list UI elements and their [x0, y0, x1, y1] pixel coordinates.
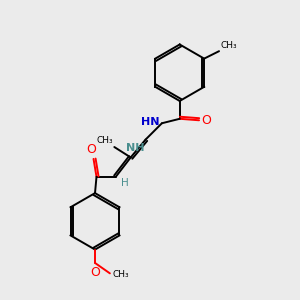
Text: H: H: [121, 178, 129, 188]
Text: O: O: [201, 114, 211, 127]
Text: O: O: [90, 266, 100, 279]
Text: CH₃: CH₃: [220, 41, 237, 50]
Text: CH₃: CH₃: [96, 136, 113, 145]
Text: CH₃: CH₃: [112, 270, 129, 279]
Text: NH: NH: [126, 142, 144, 153]
Text: O: O: [86, 143, 96, 156]
Text: HN: HN: [141, 117, 160, 127]
